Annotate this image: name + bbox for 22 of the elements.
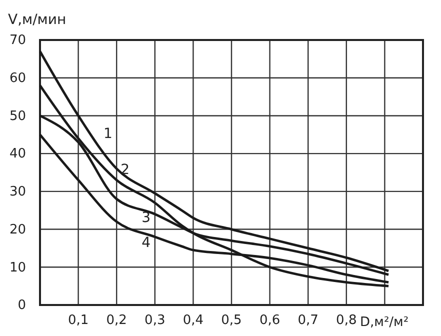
y-axis-title: V,м/мин	[8, 12, 66, 28]
x-tick-label: 0,3	[144, 313, 166, 328]
x-tick-label: 0,5	[221, 313, 242, 328]
series-label: 2	[120, 162, 130, 178]
y-tick-label: 50	[9, 108, 26, 124]
series-label: 4	[142, 234, 151, 251]
y-tick-label: 70	[9, 33, 26, 48]
x-axis-title: D,м²/м²	[360, 315, 409, 330]
x-tick-label: 0,2	[106, 313, 127, 328]
y-tick-label: 20	[9, 222, 26, 238]
x-tick-label: 0,4	[182, 313, 204, 328]
y-tick-label: 40	[9, 146, 26, 162]
x-tick-label: 0,6	[259, 313, 280, 328]
y-tick-label: 60	[9, 71, 26, 86]
series-label: 3	[142, 210, 150, 226]
series-label: 1	[103, 126, 112, 142]
x-tick-label: 0,7	[298, 313, 318, 328]
x-tick-label: 0,8	[336, 313, 357, 328]
x-tick-label: 0,1	[68, 313, 89, 328]
y-tick-label: 10	[9, 260, 26, 276]
y-tick-label: 30	[9, 184, 26, 200]
y-tick-label: 0	[18, 298, 26, 314]
